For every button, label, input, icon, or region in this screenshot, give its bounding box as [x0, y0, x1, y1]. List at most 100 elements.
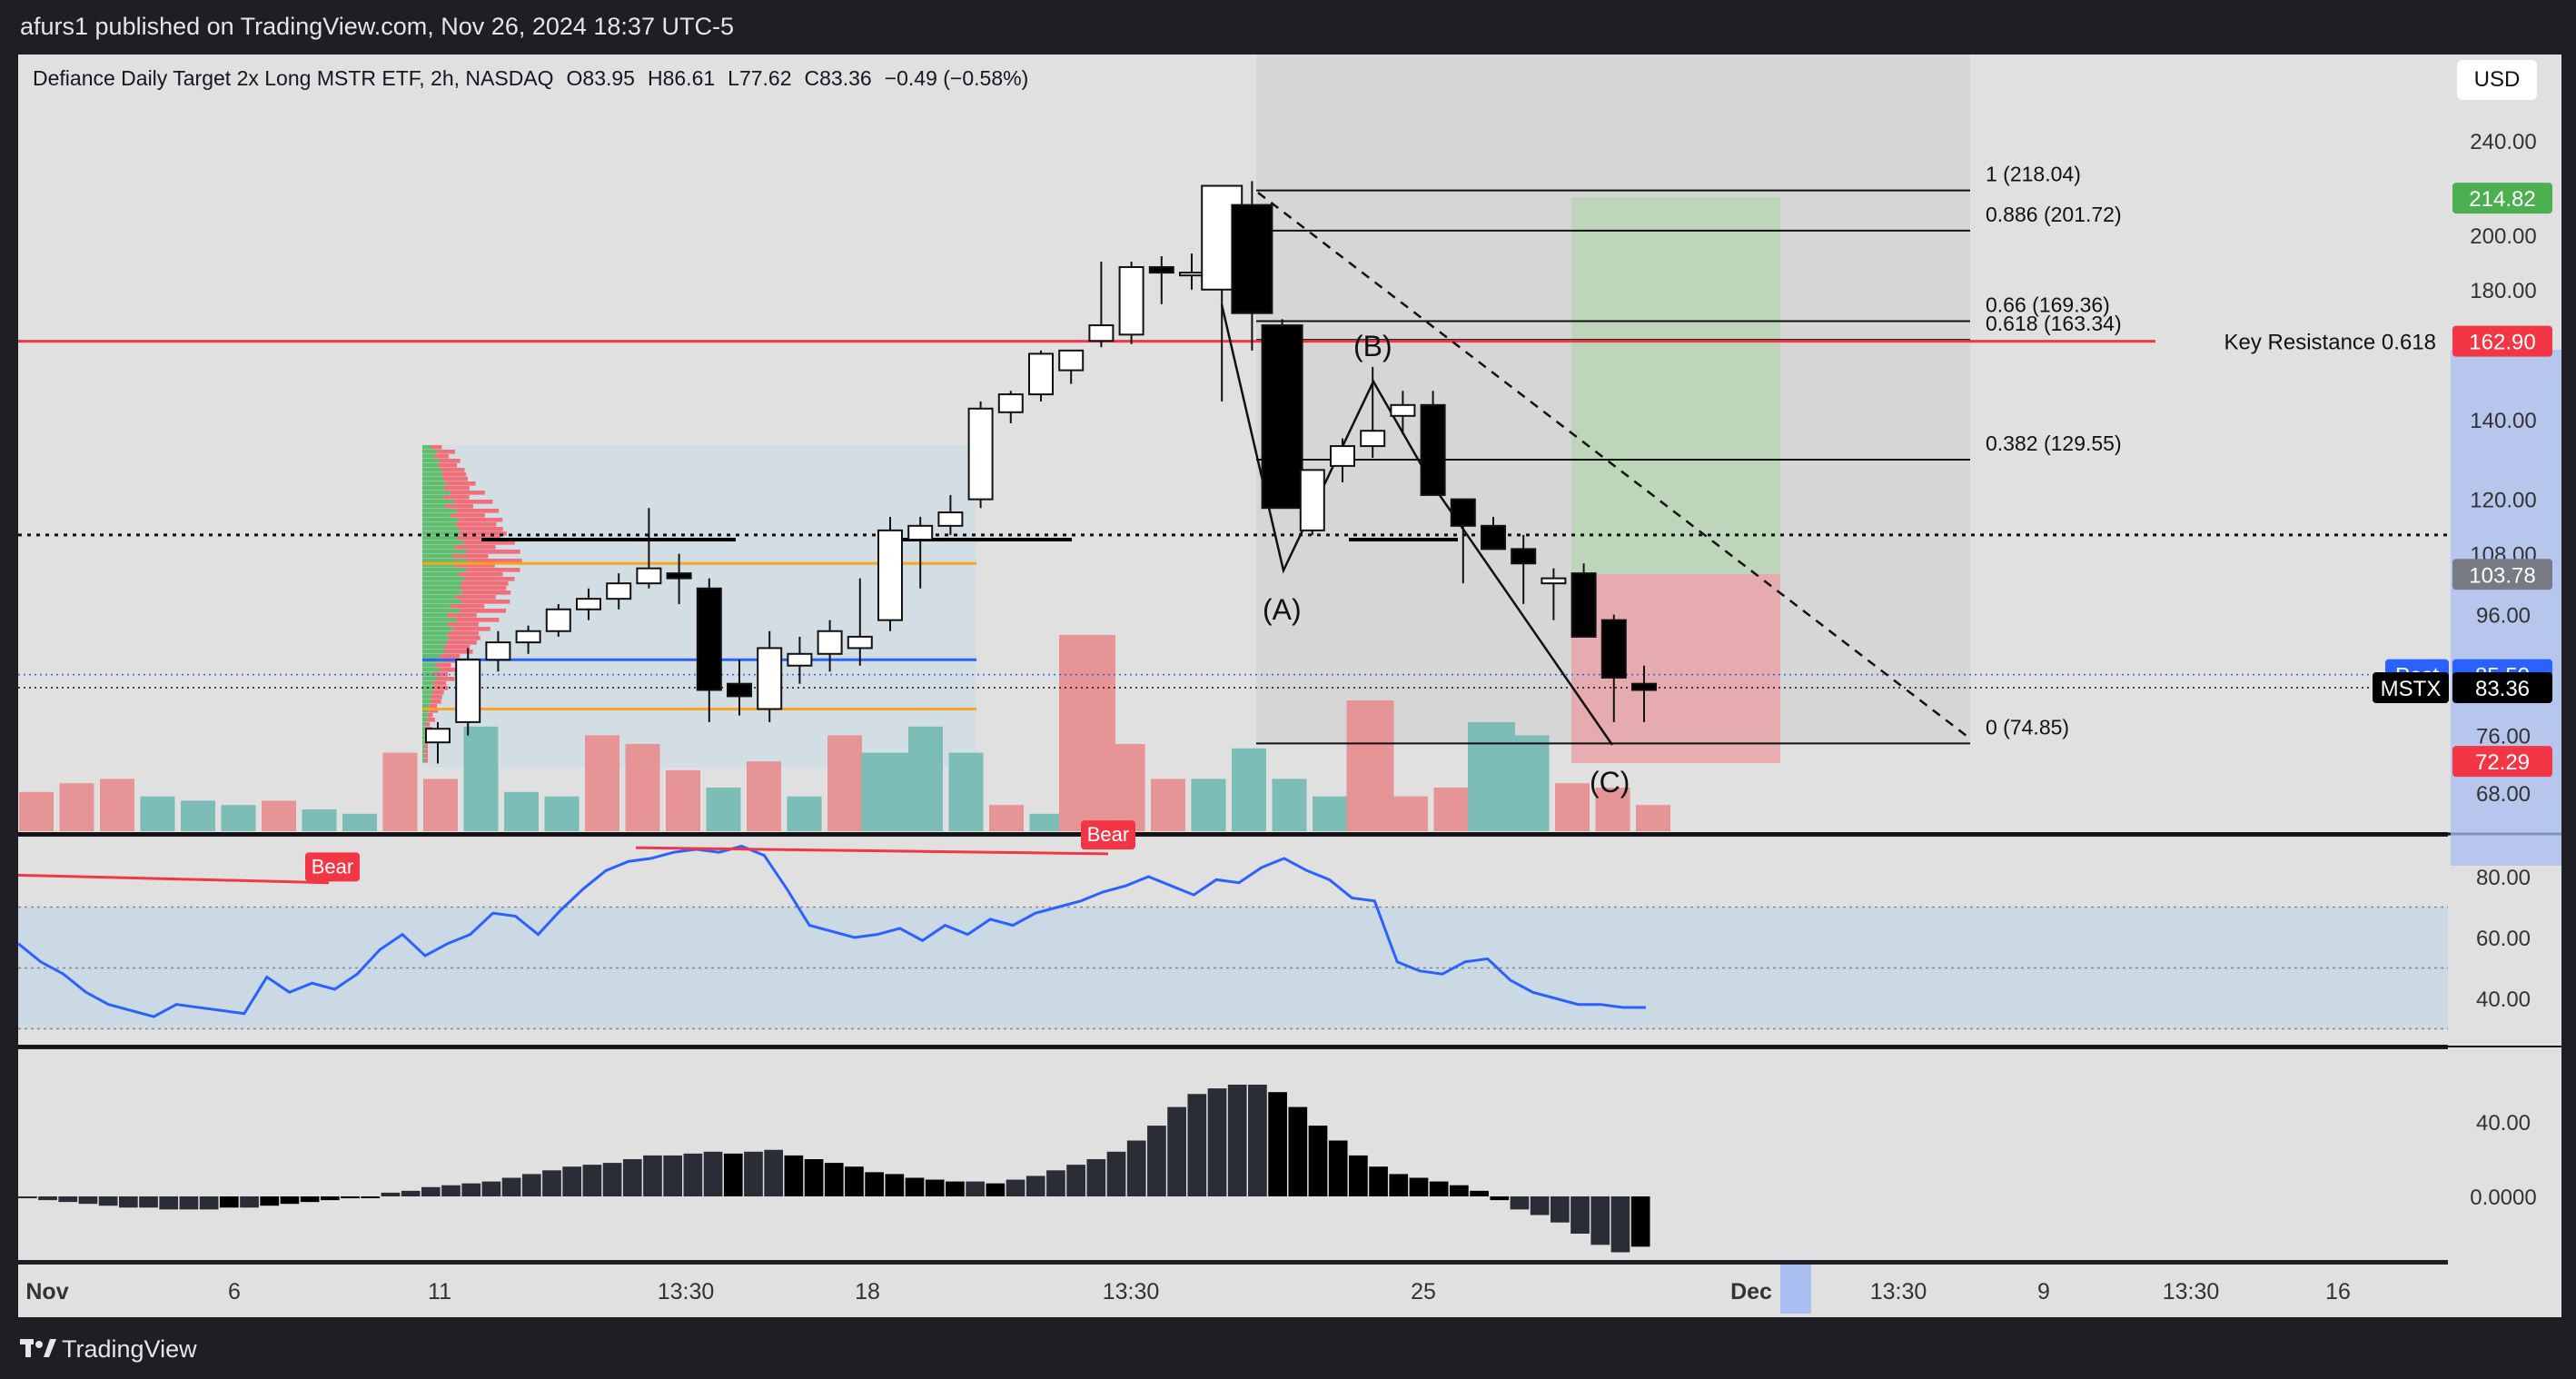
tradingview-logo-icon[interactable]	[20, 1337, 56, 1361]
price-badge[interactable]	[2452, 559, 2552, 590]
time-axis[interactable]	[18, 1265, 2448, 1317]
macd-bar	[300, 1196, 320, 1203]
fib-levels[interactable]: 1 (218.04) 0.886 (201.72) 0.66 (169.36)0.6…	[1256, 163, 2122, 745]
candle-up[interactable]	[1058, 349, 1085, 372]
candle-down[interactable]	[1600, 619, 1627, 679]
profile-up-bar	[422, 586, 461, 590]
macd-bar	[1248, 1085, 1267, 1196]
candle-up[interactable]	[1360, 430, 1386, 448]
macd-bar	[1450, 1185, 1469, 1196]
candle-up[interactable]	[997, 393, 1024, 413]
price-axis[interactable]: 240.00200.00180.00140.00120.00108.0096.0…	[2373, 130, 2552, 1210]
volume-bar	[827, 735, 862, 831]
candle-up[interactable]	[1118, 266, 1144, 336]
profile-up-bar	[422, 459, 440, 463]
candle-up[interactable]	[606, 582, 632, 600]
candle-up[interactable]	[817, 630, 843, 655]
macd-bar	[966, 1181, 985, 1196]
volume-bar	[1029, 813, 1065, 831]
currency-button[interactable]: USD	[2457, 60, 2537, 100]
volume-bar	[100, 779, 134, 831]
profile-down-bar	[429, 704, 438, 709]
rsi-line[interactable]	[17, 844, 1646, 1018]
candle-down[interactable]	[696, 587, 722, 691]
symbol-legend[interactable]: Defiance Daily Target 2x Long MSTR ETF, …	[33, 66, 1028, 90]
candle-down[interactable]	[1148, 266, 1174, 274]
price-badge[interactable]	[2452, 746, 2552, 778]
candle-down[interactable]	[1511, 548, 1537, 565]
price-badge[interactable]	[2452, 325, 2552, 357]
macd-histogram[interactable]	[18, 1085, 1650, 1253]
candle-up[interactable]	[1330, 445, 1355, 467]
candle-down[interactable]	[1481, 524, 1506, 551]
candle-up[interactable]	[877, 529, 903, 621]
candle-up[interactable]	[1179, 272, 1204, 277]
candle-down[interactable]	[1631, 682, 1657, 691]
macd-bar	[865, 1172, 884, 1196]
candle-up[interactable]	[1299, 469, 1325, 531]
volume-bar	[706, 788, 741, 831]
macd-bar	[663, 1155, 683, 1196]
profile-up-bar	[422, 713, 428, 718]
rsi-indicator[interactable]: Bear Bear	[17, 820, 2448, 1030]
profile-up-bar	[422, 645, 444, 650]
profile-up-bar	[422, 486, 444, 491]
profile-up-bar	[422, 749, 425, 754]
candle-up[interactable]	[757, 647, 783, 710]
candle-up[interactable]	[455, 659, 481, 723]
candle-down[interactable]	[727, 682, 752, 698]
volume-bar	[1595, 788, 1630, 831]
profile-down-bar	[460, 609, 506, 613]
candle-up[interactable]	[967, 407, 994, 501]
candle-up[interactable]	[425, 728, 451, 744]
candle-up[interactable]	[907, 524, 934, 541]
price-badge[interactable]	[2452, 672, 2552, 704]
price-tick-label: 76.00	[2476, 725, 2531, 749]
volume-bar	[1433, 788, 1469, 831]
position-target-zone[interactable]	[1571, 197, 1780, 574]
fib-label: 0.886 (201.72)	[1986, 203, 2122, 226]
candle-down[interactable]	[1231, 203, 1273, 314]
profile-down-bar	[431, 699, 441, 704]
profile-down-bar	[433, 686, 449, 690]
candle-up[interactable]	[636, 567, 662, 585]
candle-up[interactable]	[787, 652, 813, 667]
profile-down-bar	[427, 713, 433, 718]
macd-bar	[1590, 1196, 1610, 1245]
profile-up-bar	[422, 504, 446, 509]
candle-up[interactable]	[515, 630, 541, 644]
candle-up[interactable]	[545, 608, 571, 632]
candle-down[interactable]	[1570, 572, 1597, 638]
profile-up-bar	[422, 445, 431, 450]
macd-bar	[845, 1166, 864, 1196]
time-axis-labels[interactable]: Nov 6 11 13:30 18 13:30 25 Dec 13:30 9 13:30 16	[25, 1279, 2351, 1305]
profile-down-bar	[428, 718, 435, 722]
profile-down-bar	[457, 536, 501, 541]
candle-up[interactable]	[1028, 352, 1054, 396]
profile-up-bar	[422, 572, 459, 577]
volume-bar	[463, 726, 499, 831]
time-tick-label: 18	[855, 1279, 880, 1305]
profile-down-bar	[434, 454, 450, 459]
price-badge[interactable]	[2452, 183, 2552, 214]
volume-bar	[140, 796, 175, 831]
candle-up[interactable]	[847, 635, 873, 650]
dashed-trendline[interactable]	[1257, 192, 1967, 737]
macd-bar	[1066, 1165, 1085, 1196]
candle-up[interactable]	[576, 598, 601, 610]
profile-up-bar	[422, 491, 451, 495]
candle-down[interactable]	[666, 572, 692, 580]
candle-up[interactable]	[1390, 403, 1416, 417]
candle-up[interactable]	[937, 511, 964, 527]
candlesticks[interactable]	[425, 181, 1657, 764]
candle-up[interactable]	[1088, 324, 1115, 342]
candle-down[interactable]	[1261, 324, 1303, 510]
candle-up[interactable]	[1541, 577, 1567, 585]
tradingview-brand[interactable]: TradingView	[62, 1335, 197, 1363]
candle-up[interactable]	[485, 641, 511, 661]
macd-bar	[784, 1155, 804, 1196]
time-axis-range-highlight	[1780, 1265, 1811, 1314]
candle-down[interactable]	[1450, 498, 1476, 527]
candle-down[interactable]	[1420, 403, 1446, 496]
